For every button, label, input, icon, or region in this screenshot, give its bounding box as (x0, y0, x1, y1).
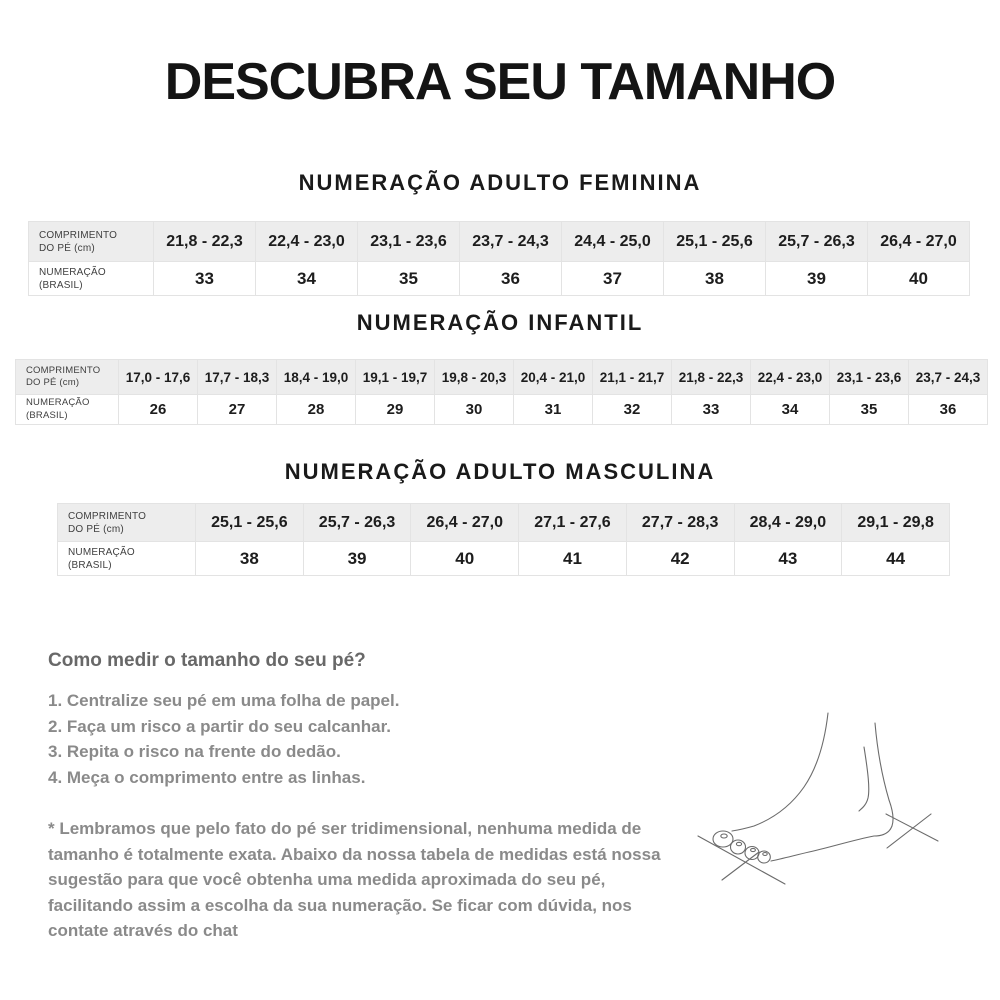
shoe-size-cell: 42 (625, 541, 735, 576)
row-label-foot-length: COMPRIMENTO DO PÉ (cm) (57, 503, 196, 542)
foot-length-cell: 22,4 - 23,0 (750, 359, 830, 395)
heading-adulto-feminina: NUMERAÇÃO ADULTO FEMININA (298, 170, 702, 195)
row-label-foot-length: COMPRIMENTO DO PÉ (cm) (28, 221, 154, 262)
row-label-size-brasil: NUMERAÇÃO (BRASIL) (57, 541, 196, 576)
ankle-line (858, 746, 870, 812)
shoe-size-cell: 40 (867, 261, 970, 296)
foot-length-cell: 18,4 - 19,0 (276, 359, 356, 395)
shoe-size-cell: 39 (302, 541, 412, 576)
foot-back-line (770, 722, 894, 862)
foot-illustration (697, 712, 939, 885)
measure-footnote: * Lembramos que pelo fato do pé ser trid… (48, 819, 661, 940)
size-table: COMPRIMENTO DO PÉ (cm) 17,0 - 17,6 17,7 - 1… (15, 359, 988, 425)
measure-step: 4. Meça o comprimento entre as linhas. (48, 767, 366, 787)
page-title: DESCUBRA SEU TAMANHO (164, 53, 836, 111)
shoe-size-cell: 40 (410, 541, 520, 576)
foot-length-cell: 25,1 - 25,6 (663, 221, 766, 262)
shoe-size-cell: 39 (765, 261, 868, 296)
foot-length-cell: 25,7 - 26,3 (302, 503, 412, 542)
shoe-size-cell: 44 (841, 541, 950, 576)
heading-infantil: NUMERAÇÃO INFANTIL (356, 310, 644, 335)
shoe-size-cell: 38 (663, 261, 766, 296)
shoe-size-cell: 33 (671, 394, 751, 425)
shoe-size-cell: 27 (197, 394, 277, 425)
toe-measure-line (721, 851, 760, 881)
row-label-foot-length: COMPRIMENTO DO PÉ (cm) (15, 359, 119, 395)
measure-step: 1. Centralize seu pé em uma folha de pap… (48, 691, 400, 710)
foot-length-cell: 26,4 - 27,0 (410, 503, 520, 542)
measure-step: 2. Faça um risco a partir do seu calcanh… (48, 716, 391, 736)
shoe-size-cell: 36 (459, 261, 562, 296)
shoe-size-cell: 37 (561, 261, 664, 296)
foot-length-cell: 21,1 - 21,7 (592, 359, 672, 395)
foot-length-cell: 23,7 - 24,3 (459, 221, 562, 262)
foot-length-cell: 25,1 - 25,6 (195, 503, 304, 542)
foot-length-cell: 19,8 - 20,3 (434, 359, 514, 395)
foot-length-cell: 17,7 - 18,3 (197, 359, 277, 395)
shoe-size-cell: 38 (195, 541, 304, 576)
shoe-size-cell: 34 (750, 394, 830, 425)
foot-length-cell: 24,4 - 25,0 (561, 221, 664, 262)
foot-length-cell: 23,1 - 23,6 (829, 359, 909, 395)
size-table-infantil: COMPRIMENTO DO PÉ (cm) 17,0 - 17,6 17,7 - 1… (15, 359, 988, 425)
shoe-size-cell: 35 (829, 394, 909, 425)
shoe-size-cell: 33 (153, 261, 256, 296)
foot-length-cell: 19,1 - 19,7 (355, 359, 435, 395)
size-table-adulto-masculina: COMPRIMENTO DO PÉ (cm) 25,1 - 25,6 25,7 - 2… (57, 503, 950, 576)
foot-front-line (731, 712, 829, 832)
measure-steps-list: 1. Centralize seu pé em uma folha de pap… (48, 688, 663, 790)
size-table: COMPRIMENTO DO PÉ (cm) 25,1 - 25,6 25,7 - 2… (57, 503, 950, 576)
foot-length-cell: 26,4 - 27,0 (867, 221, 970, 262)
foot-length-cell: 28,4 - 29,0 (733, 503, 843, 542)
shoe-size-cell: 36 (908, 394, 988, 425)
row-label-size-brasil: NUMERAÇÃO (BRASIL) (15, 394, 119, 425)
shoe-size-cell: 43 (733, 541, 843, 576)
shoe-size-cell: 35 (357, 261, 460, 296)
foot-length-cell: 27,1 - 27,6 (518, 503, 627, 542)
shoe-size-cell: 34 (255, 261, 358, 296)
heel-measure-line (885, 813, 939, 842)
toe-measure-line (697, 835, 786, 885)
foot-length-cell: 23,1 - 23,6 (357, 221, 460, 262)
foot-length-cell: 29,1 - 29,8 (841, 503, 950, 542)
foot-length-cell: 20,4 - 21,0 (513, 359, 593, 395)
shoe-size-cell: 28 (276, 394, 356, 425)
shoe-size-cell: 31 (513, 394, 593, 425)
row-label-size-brasil: NUMERAÇÃO (BRASIL) (28, 261, 154, 296)
measure-step: 3. Repita o risco na frente do dedão. (48, 742, 341, 761)
shoe-size-cell: 30 (434, 394, 514, 425)
foot-length-cell: 27,7 - 28,3 (625, 503, 735, 542)
shoe-size-cell: 26 (118, 394, 198, 425)
shoe-size-cell: 29 (355, 394, 435, 425)
foot-length-cell: 22,4 - 23,0 (255, 221, 358, 262)
measure-instructions: Como medir o tamanho do seu pé? 1. Centr… (48, 650, 663, 944)
foot-length-cell: 23,7 - 24,3 (908, 359, 988, 395)
foot-length-cell: 21,8 - 22,3 (153, 221, 256, 262)
shoe-size-cell: 32 (592, 394, 672, 425)
foot-length-cell: 21,8 - 22,3 (671, 359, 751, 395)
shoe-size-cell: 41 (518, 541, 627, 576)
heel-measure-line (886, 813, 932, 849)
size-table: COMPRIMENTO DO PÉ (cm) 21,8 - 22,3 22,4 - 2… (28, 221, 970, 296)
heading-adulto-masculina: NUMERAÇÃO ADULTO MASCULINA (284, 459, 716, 484)
size-table-adulto-feminina: COMPRIMENTO DO PÉ (cm) 21,8 - 22,3 22,4 - 2… (28, 221, 970, 296)
measure-instructions-heading: Como medir o tamanho do seu pé? (48, 650, 366, 671)
foot-length-cell: 17,0 - 17,6 (118, 359, 198, 395)
foot-length-cell: 25,7 - 26,3 (765, 221, 868, 262)
